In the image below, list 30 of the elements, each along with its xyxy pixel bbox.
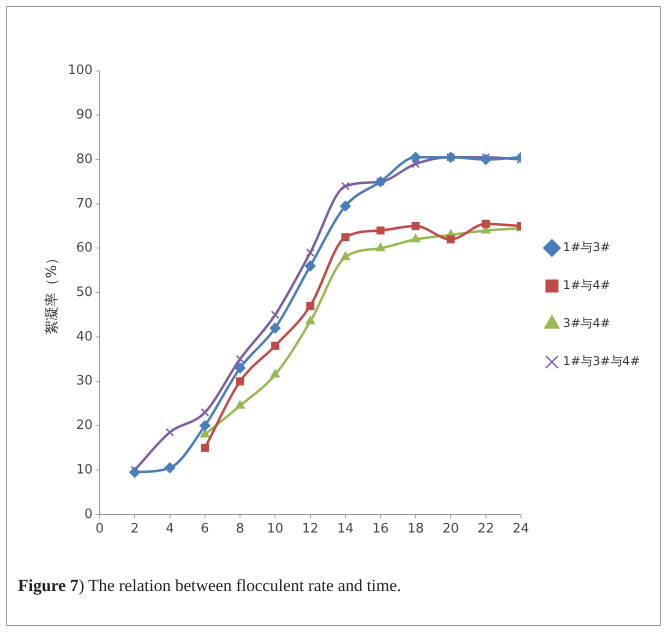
x-tick-label: 4 (166, 522, 174, 537)
y-tick-label: 40 (76, 329, 93, 344)
caption: Figure 7) The relation between flocculent rate and time. (18, 576, 402, 596)
legend-label: 1#与3#与4# (562, 354, 640, 368)
y-tick-label: 90 (76, 108, 93, 123)
y-axis-title: 絮凝率（%） (44, 250, 60, 334)
y-tick-label: 20 (76, 418, 93, 434)
x-tick-label: 20 (442, 522, 459, 537)
y-tick-label: 0 (84, 506, 93, 522)
x-tick-label: 0 (95, 522, 104, 537)
x-tick-label: 24 (512, 522, 530, 537)
y-tick-label: 80 (76, 152, 93, 167)
x-tick-label: 8 (236, 522, 244, 537)
x-tick-label: 16 (372, 522, 389, 537)
x-tick-label: 2 (130, 522, 139, 537)
x-tick-label: 10 (266, 522, 284, 537)
x-tick-label: 22 (478, 522, 494, 537)
x-tick-label: 12 (302, 522, 319, 537)
x-tick-label: 6 (200, 522, 210, 537)
legend-label: 1#与4# (562, 278, 610, 292)
y-tick-label: 10 (76, 462, 93, 478)
y-tick-label: 50 (76, 284, 93, 300)
y-tick-label: 60 (76, 240, 93, 256)
y-tick-label: 100 (68, 63, 93, 78)
y-tick-label: 70 (76, 196, 93, 212)
legend-label: 1#与3# (562, 240, 610, 254)
x-tick-label: 14 (337, 522, 354, 537)
y-tick-label: 30 (76, 374, 93, 389)
legend-label: 3#与4# (562, 316, 610, 330)
x-tick-label: 18 (407, 522, 424, 537)
